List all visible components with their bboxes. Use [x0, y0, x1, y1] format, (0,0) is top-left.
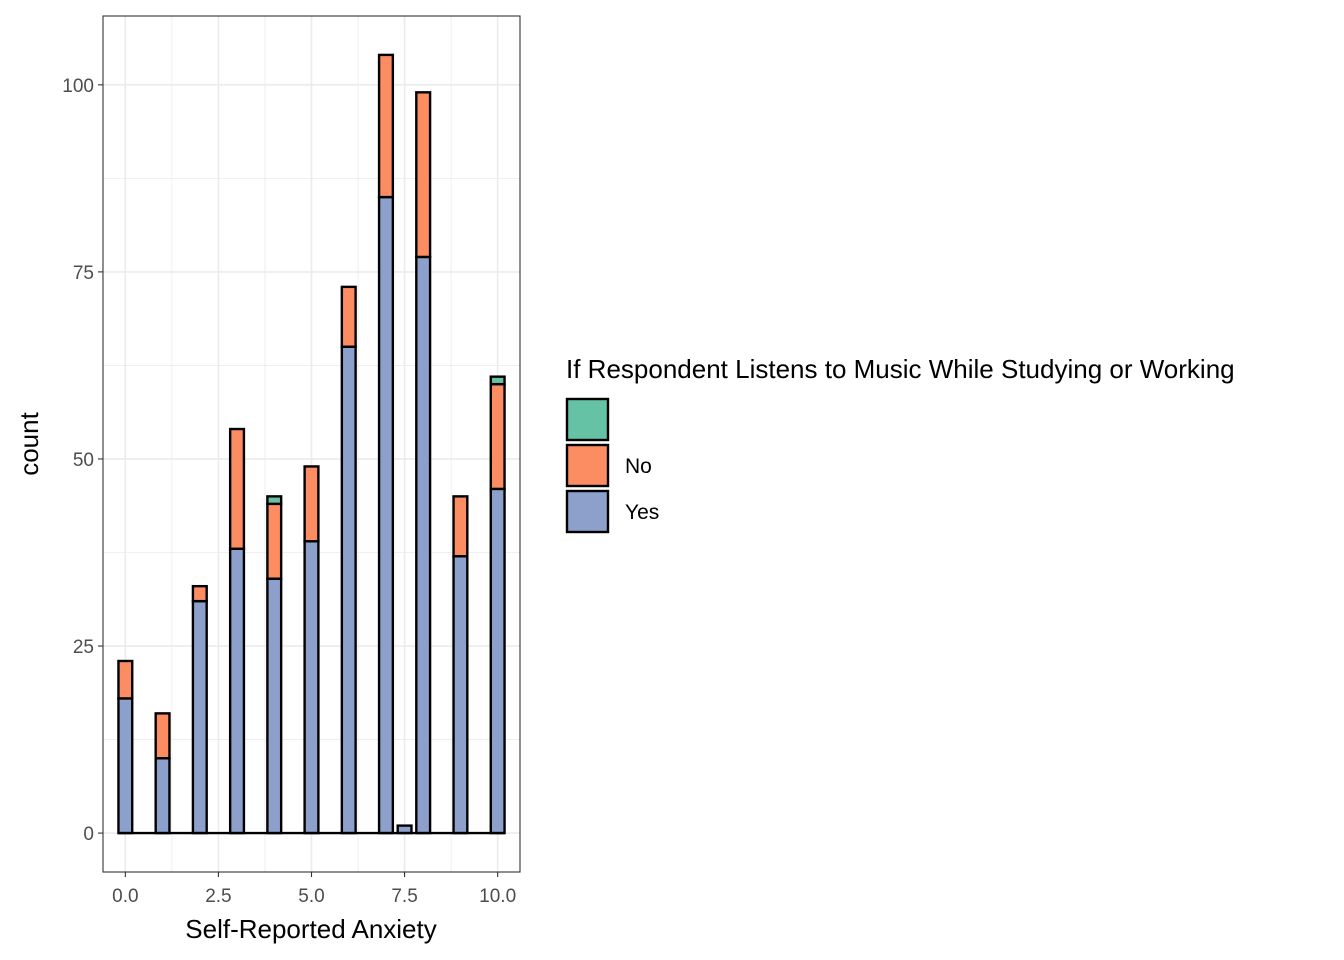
x-tick-label: 10.0	[479, 886, 516, 907]
bar-yes-8	[415, 255, 432, 835]
axis-layer: 0.0 2.5 5.0 7.5 10.0 0 25 50 75 100	[62, 76, 516, 907]
y-tick-label: 100	[62, 76, 94, 97]
bar-no-7	[377, 53, 395, 199]
bar-no-4	[266, 502, 283, 580]
legend-title: If Respondent Listens to Music While Stu…	[566, 354, 1235, 384]
bar-yes-6	[340, 345, 357, 835]
bar-yes-10	[489, 487, 506, 835]
bar-yes-3	[228, 547, 246, 835]
bar-yes-5	[303, 540, 320, 835]
x-axis-title: Self-Reported Anxiety	[185, 914, 436, 944]
bar-yes-2	[191, 599, 208, 835]
legend-key-yes	[565, 489, 610, 534]
y-tick-label: 50	[73, 450, 94, 471]
bar-yes-0	[117, 697, 134, 835]
bar-no-9	[452, 495, 469, 558]
legend-key-blank	[565, 397, 610, 442]
y-tick-label: 25	[73, 637, 94, 658]
bar-no-5	[303, 465, 320, 543]
bar-yes-4	[266, 577, 283, 835]
legend-key-no	[565, 443, 610, 488]
bar-yes-1	[154, 757, 171, 835]
y-tick-label: 75	[73, 263, 94, 284]
y-tick-label: 0	[83, 824, 94, 845]
x-tick-label: 2.5	[205, 886, 231, 907]
bar-layer	[117, 53, 506, 835]
x-tick-label: 7.5	[391, 886, 417, 907]
bar-no-0	[117, 659, 134, 700]
bar-no-1	[154, 712, 171, 760]
bar-yes-9	[452, 555, 469, 835]
y-axis-title: count	[14, 411, 44, 475]
bar-no-3	[228, 427, 246, 550]
legend-label-no: No	[625, 455, 652, 478]
legend: If Respondent Listens to Music While Stu…	[565, 354, 1235, 534]
x-tick-label: 5.0	[298, 886, 324, 907]
bar-blank-10	[489, 375, 506, 386]
bar-no-8	[415, 91, 432, 259]
bar-no-2	[191, 584, 208, 603]
x-tick-label: 0.0	[112, 886, 138, 907]
bar-no-10	[489, 382, 506, 491]
bar-yes-7	[377, 195, 395, 835]
legend-label-yes: Yes	[625, 501, 659, 524]
bar-no-6	[340, 285, 357, 348]
bar-blank-4	[266, 495, 283, 506]
